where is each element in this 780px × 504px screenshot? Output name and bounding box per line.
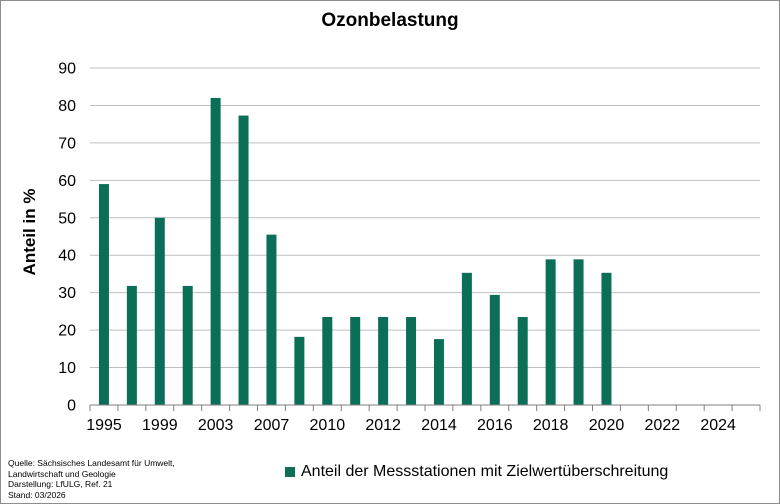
bar [489,294,500,405]
x-tick-label: 1995 [86,417,122,434]
y-tick-label: 40 [58,248,76,265]
source-line-4: Stand: 03/2026 [8,489,66,500]
source-line-2: Landwirtschaft und Geologie [8,468,116,479]
x-tick-label: 2020 [589,417,625,434]
y-tick-label: 70 [58,135,76,152]
x-tick-label: 2024 [700,417,736,434]
chart-title: Ozonbelastung [321,10,459,31]
legend: Anteil der Messstationen mit Zielwertübe… [285,463,668,481]
x-tick-label: 2003 [198,417,234,434]
bar [154,217,165,405]
x-tick-label: 2022 [645,417,681,434]
bar [210,97,221,405]
x-tick-label: 2012 [365,417,401,434]
x-tick-label: 2007 [254,417,290,434]
source-line-1: Quelle: Sächsisches Landesamt für Umwelt… [8,458,175,468]
x-tick-label: 2010 [310,417,346,434]
y-tick-label: 0 [67,398,76,415]
y-tick-label: 80 [58,98,76,115]
bar [461,272,472,405]
x-tick-label: 2016 [477,417,513,434]
bar [322,317,333,405]
bar [350,317,361,405]
bar [126,285,137,405]
bar [182,285,193,405]
legend-label: Anteil der Messstationen mit Zielwertübe… [301,463,669,480]
bar [601,272,612,405]
bar [266,234,277,405]
y-tick-label: 10 [58,360,76,377]
y-tick-label: 60 [58,173,76,190]
x-tick-label: 2014 [421,417,457,434]
x-tick-label: 2018 [533,417,569,434]
bar [433,339,444,405]
bar [573,259,584,405]
y-tick-label: 30 [58,285,76,302]
bar [545,259,556,405]
y-tick-label: 90 [58,61,76,78]
bar [294,336,305,405]
bar [406,317,417,405]
x-tick-label: 1999 [142,417,178,434]
y-tick-label: 20 [58,323,76,340]
y-tick-label: 50 [58,210,76,227]
bar [98,184,109,405]
source-line-3: Darstellung: LfULG, Ref. 21 [8,479,113,489]
source-note: Quelle: Sächsisches Landesamt für Umwelt… [8,458,175,500]
bar [517,317,528,405]
bar [378,317,389,405]
legend-swatch [285,467,295,477]
bar [238,115,249,405]
